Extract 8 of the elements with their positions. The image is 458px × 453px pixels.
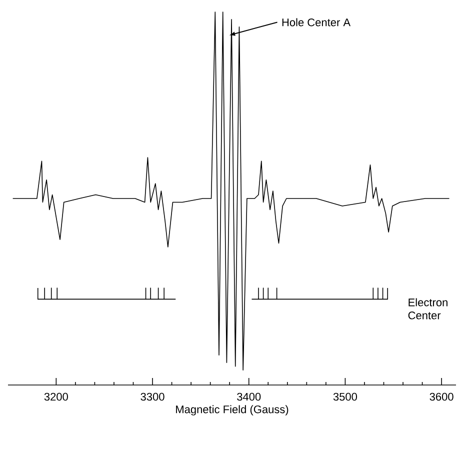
x-tick-label: 3500 — [333, 392, 358, 401]
x-axis-title: Magnetic Field (Gauss) — [176, 405, 288, 416]
x-tick-label: 3600 — [430, 392, 454, 401]
x-tick-label: 3300 — [140, 392, 164, 401]
x-tick-label: 3200 — [44, 392, 68, 401]
x-tick-label: 3400 — [237, 392, 261, 401]
series-label: Electron Center — [408, 298, 448, 320]
annotation: Hole Center A — [282, 18, 351, 26]
